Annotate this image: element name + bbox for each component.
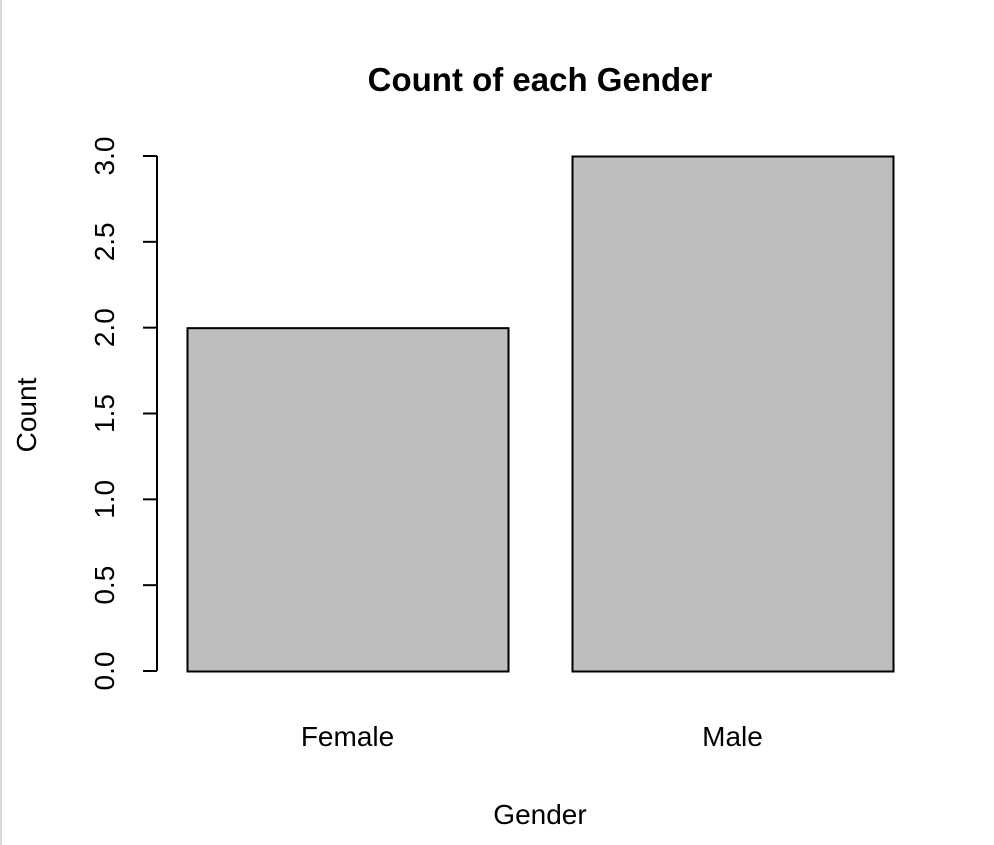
y-axis-label: Count [11,377,42,452]
chart-title: Count of each Gender [368,61,713,98]
window-edge [0,0,2,845]
y-tick-label: 0.5 [89,566,120,605]
y-tick-label: 2.5 [89,222,120,261]
y-axis: 0.0 0.5 1.0 1.5 2.0 2.5 3.0 [89,137,158,691]
x-axis-label: Gender [493,799,586,830]
y-tick-label: 1.0 [89,480,120,519]
bar-male [571,155,895,673]
x-tick-label: Female [301,721,394,752]
y-tick-label: 1.5 [89,394,120,433]
y-tick-label: 3.0 [89,137,120,176]
bars-group [186,155,895,673]
y-tick-label: 0.0 [89,652,120,691]
y-tick-label: 2.0 [89,308,120,347]
bar-female [186,327,510,673]
x-tick-labels: Female Male [301,721,763,752]
x-tick-label: Male [702,721,763,752]
